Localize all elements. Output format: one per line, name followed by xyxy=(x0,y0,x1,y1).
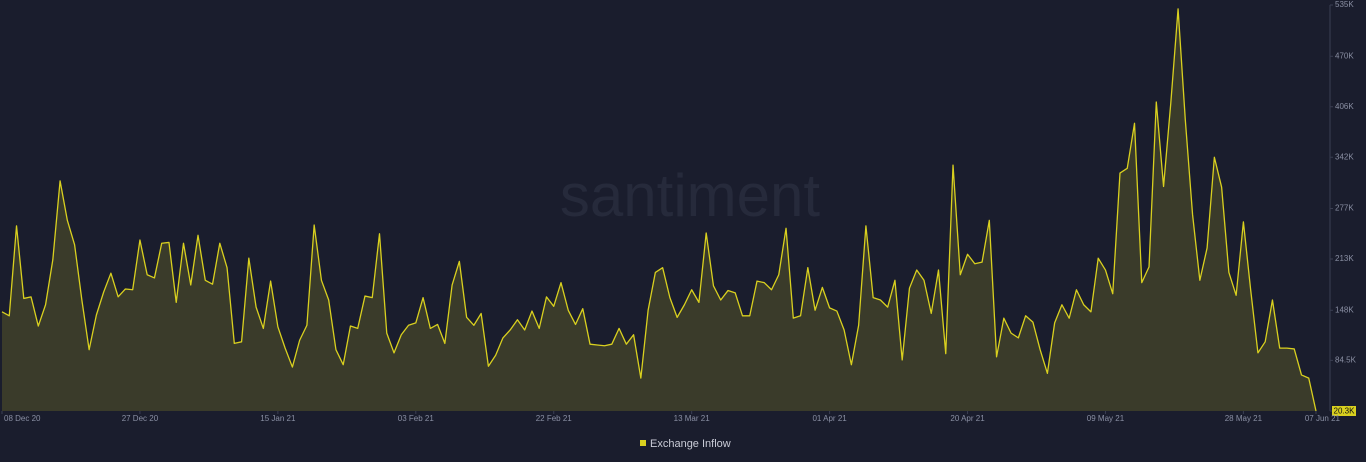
y-tick-label: 20.3K xyxy=(1334,407,1356,416)
x-tick-label: 22 Feb 21 xyxy=(536,414,573,423)
y-tick-label: 470K xyxy=(1335,51,1354,60)
y-tick-label: 148K xyxy=(1335,305,1354,314)
legend-swatch xyxy=(640,440,646,446)
y-tick-label: 213K xyxy=(1335,254,1354,263)
x-tick-label: 09 May 21 xyxy=(1087,414,1125,423)
x-tick-label: 13 Mar 21 xyxy=(674,414,711,423)
current-value-box xyxy=(1332,406,1356,416)
y-tick-label: 535K xyxy=(1335,0,1354,9)
x-tick-label: 03 Feb 21 xyxy=(398,414,435,423)
x-tick-label: 07 Jun 21 xyxy=(1305,414,1341,423)
x-tick-label: 20 Apr 21 xyxy=(950,414,985,423)
x-tick-label: 28 May 21 xyxy=(1225,414,1263,423)
y-tick-label: 406K xyxy=(1335,102,1354,111)
x-tick-label: 15 Jan 21 xyxy=(260,414,296,423)
x-tick-label: 27 Dec 20 xyxy=(122,414,159,423)
area xyxy=(2,8,1316,411)
line xyxy=(1,8,1317,412)
x-tick-label: 01 Apr 21 xyxy=(812,414,847,423)
y-tick-label: 277K xyxy=(1335,204,1354,213)
watermark: santiment xyxy=(560,162,820,229)
y-tick-label: 84.5K xyxy=(1335,355,1357,364)
y-tick-label: 342K xyxy=(1335,152,1354,161)
legend-label: Exchange Inflow xyxy=(650,438,731,450)
x-tick-label: 08 Dec 20 xyxy=(4,414,41,423)
